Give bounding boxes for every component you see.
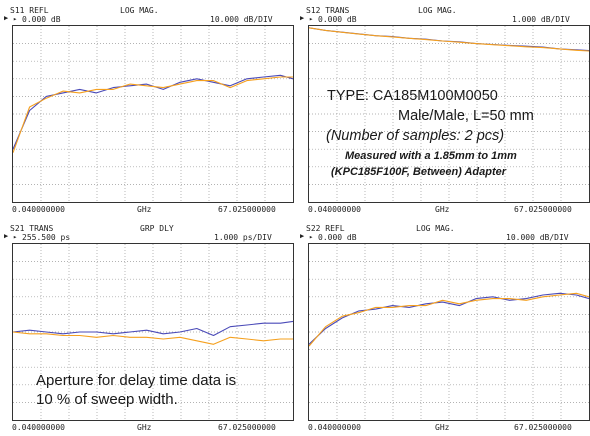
type-annotation: TYPE: CA185M100M0050	[327, 88, 498, 104]
start-freq: 0.040000000	[308, 423, 361, 432]
format-label: LOG MAG.	[120, 6, 159, 15]
format-label: GRP DLY	[140, 224, 174, 233]
ref-marker-icon: ▶	[300, 14, 305, 22]
ref-value: 255.500 ps	[22, 233, 71, 242]
series-line-1	[309, 292, 589, 345]
freq-unit: GHz	[137, 423, 152, 432]
panel-s11: S11 REFL LOG MAG. ▶ ▸ 0.000 dB 10.000 dB…	[2, 0, 295, 218]
format-label: LOG MAG.	[418, 6, 457, 15]
ref-arrow-icon: ▸	[13, 15, 18, 23]
series-line-2	[13, 76, 293, 153]
adapter-annotation: (KPC185F100F, Between) Adapter	[331, 166, 507, 178]
stop-freq: 67.025000000	[514, 423, 572, 432]
chart-svg	[13, 26, 293, 202]
trace-label: S22 REFL	[306, 224, 345, 233]
ref-arrow-icon: ▸	[13, 233, 18, 241]
chart-svg	[309, 244, 589, 420]
male-annotation: Male/Male, L=50 mm	[398, 108, 534, 124]
stop-freq: 67.025000000	[218, 423, 276, 432]
scale-label: 10.000 dB/DIV	[210, 15, 273, 24]
panel-s12: S12 TRANS LOG MAG. ▶ ▸ 0.000 dB 1.000 dB…	[298, 0, 590, 218]
scale-label: 1.000 ps/DIV	[214, 233, 272, 242]
series-line-2	[309, 292, 589, 347]
ref-value: 0.000 dB	[318, 15, 357, 24]
measured-annotation: Measured with a 1.85mm to 1mm	[345, 150, 517, 162]
chart-svg	[309, 26, 589, 202]
ref-arrow-icon: ▸	[309, 15, 314, 23]
format-label: LOG MAG.	[416, 224, 455, 233]
series-line-1	[13, 320, 293, 337]
ref-marker-icon: ▶	[4, 232, 9, 240]
series-line-2	[309, 27, 589, 52]
stop-freq: 67.025000000	[514, 205, 572, 214]
freq-unit: GHz	[137, 205, 152, 214]
stop-freq: 67.025000000	[218, 205, 276, 214]
ref-marker-icon: ▶	[300, 232, 305, 240]
freq-unit: GHz	[435, 423, 450, 432]
trace-label: S12 TRANS	[306, 6, 350, 15]
ref-marker-icon: ▶	[4, 14, 9, 22]
panel-s21: S21 TRANS GRP DLY ▶ ▸ 255.500 ps 1.000 p…	[2, 218, 295, 436]
samples-annotation: (Number of samples: 2 pcs)	[326, 128, 505, 144]
plot-area	[308, 243, 590, 421]
panel-s22: S22 REFL LOG MAG. ▶ ▸ 0.000 dB 10.000 dB…	[298, 218, 590, 436]
start-freq: 0.040000000	[308, 205, 361, 214]
start-freq: 0.040000000	[12, 205, 65, 214]
aperture-annotation-line2: 10 % of sweep width.	[36, 391, 178, 408]
chart-svg	[13, 244, 293, 420]
aperture-annotation-line1: Aperture for delay time data is	[36, 372, 237, 389]
ref-value: 0.000 dB	[318, 233, 357, 242]
ref-arrow-icon: ▸	[309, 233, 314, 241]
series-line-2	[13, 331, 293, 345]
trace-label: S21 TRANS	[10, 224, 54, 233]
plot-area	[12, 25, 294, 203]
ref-value: 0.000 dB	[22, 15, 61, 24]
plot-area	[12, 243, 294, 421]
freq-unit: GHz	[435, 205, 450, 214]
start-freq: 0.040000000	[12, 423, 65, 432]
scale-label: 10.000 dB/DIV	[506, 233, 569, 242]
plot-area	[308, 25, 590, 203]
trace-label: S11 REFL	[10, 6, 49, 15]
scale-label: 1.000 dB/DIV	[512, 15, 570, 24]
